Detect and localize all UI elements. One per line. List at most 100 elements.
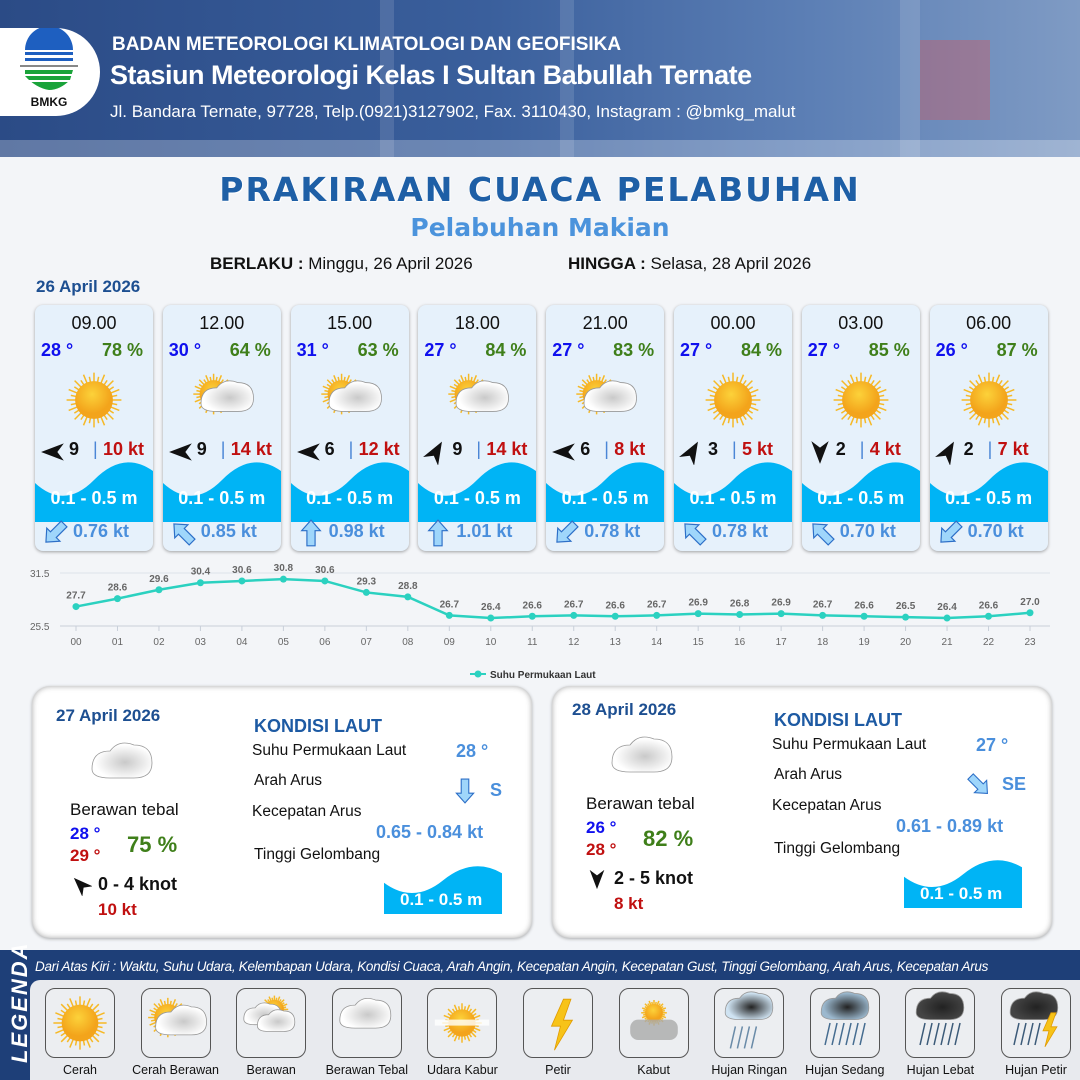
wave-shape: [546, 462, 665, 522]
data-label: 28.8: [398, 581, 418, 592]
forecast-time: 00.00: [710, 313, 756, 333]
legend-icon-hujan-sedang: [809, 988, 880, 1058]
legend-icon-berawan-tebal: [331, 988, 402, 1058]
forecast-card: 18.00 27 ° 84 % 9 | 14 kt 0.1 - 0.5 m 1.01 kt: [418, 305, 537, 551]
legend-icon-hujan-ringan: [714, 988, 785, 1058]
max-temperature: 29 °: [70, 846, 101, 865]
legend-icon-kabut: [618, 988, 689, 1058]
wave-shape: [418, 462, 537, 522]
wind-direction-icon: [679, 439, 705, 466]
berawan-tebal-weather-icon: [84, 736, 164, 801]
current-direction-icon: [936, 519, 963, 545]
data-point: [611, 612, 619, 620]
data-point: [943, 614, 951, 622]
data-label: 30.6: [232, 565, 252, 576]
x-tick-label: 18: [817, 637, 829, 648]
data-label: 30.8: [274, 563, 294, 574]
station-name: Stasiun Meteorologi Kelas I Sultan Babul…: [110, 60, 752, 90]
humidity: 84 %: [740, 340, 782, 360]
data-label: 29.6: [149, 574, 169, 585]
forecast-card: 15.00 31 ° 63 % 6 | 12 kt 0.1 - 0.5 m 0.98 kt: [290, 305, 409, 551]
data-point: [362, 588, 370, 596]
data-label: 30.6: [315, 565, 335, 576]
separator: |: [220, 439, 226, 459]
data-point: [570, 611, 578, 619]
wind-speed: 6: [580, 439, 591, 459]
air-temperature: 27 °: [680, 340, 713, 360]
forecast-card: 12.00 30 ° 64 % 9 | 14 kt 0.1 - 0.5 m 0.85 kt: [162, 305, 281, 551]
legend-label: Cerah: [62, 1063, 98, 1077]
forecast-card: 09.00 28 ° 78 % 9 | 10 kt 0.1 - 0.5 m 0.76 kt: [35, 305, 153, 551]
wind-direction-icon: [296, 439, 322, 465]
sea-condition-title: KONDISI LAUT: [774, 710, 902, 730]
x-tick-label: 22: [983, 637, 995, 648]
wave-height-label: Tinggi Gelombang: [254, 846, 381, 863]
x-tick-label: 06: [319, 637, 331, 648]
current-direction-label: Arah Arus: [774, 766, 843, 783]
data-point: [819, 611, 827, 619]
forecast-time: 09.00: [71, 313, 117, 333]
data-point: [736, 611, 744, 619]
x-tick-label: 21: [941, 637, 953, 648]
current-speed: 0.70 kt: [839, 521, 896, 541]
humidity: 63 %: [357, 340, 399, 360]
air-temperature: 27 °: [552, 340, 585, 360]
cerah-berawan-weather-icon: [442, 363, 512, 437]
cerah-berawan-weather-icon: [187, 363, 257, 437]
data-point: [113, 595, 121, 603]
sea-temperature-chart: 31.5 25.5 00 27.7 01 28.6 02 29.6 03 30.4 04 30.6 05…: [30, 563, 1050, 681]
wind-speed: 9: [69, 439, 80, 459]
current-direction-icon: [808, 519, 835, 546]
data-label: 26.7: [440, 599, 460, 610]
wind-direction-icon: [423, 439, 449, 466]
data-point: [404, 593, 412, 601]
sea-condition-title: KONDISI LAUT: [254, 716, 382, 736]
wave-shape: [929, 462, 1048, 522]
data-point: [487, 614, 495, 622]
current-speed: 1.01 kt: [456, 521, 513, 541]
legend-icon-cerah: [45, 988, 115, 1058]
wind-direction-icon: [70, 874, 93, 901]
weather-condition: Berawan tebal: [586, 794, 695, 813]
wind-speed: 2: [835, 439, 846, 459]
gust-speed: 10 kt: [98, 900, 137, 919]
wave-height: 0.1 - 0.5 m: [306, 488, 394, 508]
x-tick-label: 10: [485, 637, 497, 648]
valid-from-label: BERLAKU :: [210, 254, 304, 273]
port-name: Pelabuhan Makian: [410, 213, 670, 242]
forecast-time: 18.00: [454, 313, 500, 333]
current-speed-range: 0.61 - 0.89 kt: [896, 816, 1004, 836]
station-contact: Jl. Bandara Ternate, 97728, Telp.(0921)3…: [110, 102, 796, 121]
gust-speed: 8 kt: [614, 439, 646, 459]
forecast-time: 21.00: [582, 313, 628, 333]
current-direction-icon: [41, 519, 68, 545]
data-point: [1026, 609, 1034, 617]
separator: |: [987, 439, 993, 459]
sst-label: Suhu Permukaan Laut: [772, 736, 927, 753]
min-temperature: 28 °: [70, 824, 101, 843]
wave-height: 0.1 - 0.5 m: [50, 488, 138, 508]
data-label: 26.4: [481, 602, 501, 613]
x-tick-label: 00: [70, 637, 82, 648]
air-temperature: 28 °: [41, 340, 74, 360]
wind-direction-icon: [551, 439, 577, 465]
wind-speed: 3: [708, 439, 719, 459]
x-tick-label: 14: [651, 637, 663, 648]
wave-height: 0.1 - 0.5 m: [945, 488, 1033, 508]
air-temperature: 27 °: [424, 340, 457, 360]
separator: |: [348, 439, 354, 459]
legend-icon-udara-kabur: [427, 988, 498, 1058]
wind-direction-icon: [807, 439, 833, 465]
header-banner: BMKG BADAN METEOROLOGI KLIMATOLOGI DAN G…: [0, 0, 1080, 157]
data-point: [445, 611, 453, 619]
data-label: 26.9: [688, 598, 708, 609]
separator: |: [93, 439, 98, 459]
humidity: 82 %: [643, 826, 694, 851]
x-tick-label: 23: [1024, 637, 1036, 648]
valid-from-value: Minggu, 26 April 2026: [308, 254, 473, 273]
gust-speed: 14 kt: [230, 439, 272, 459]
x-tick-label: 12: [568, 637, 580, 648]
bmkg-logo: BMKG: [0, 26, 100, 116]
series-line: [75, 577, 1031, 620]
wind-direction-icon: [40, 439, 66, 465]
